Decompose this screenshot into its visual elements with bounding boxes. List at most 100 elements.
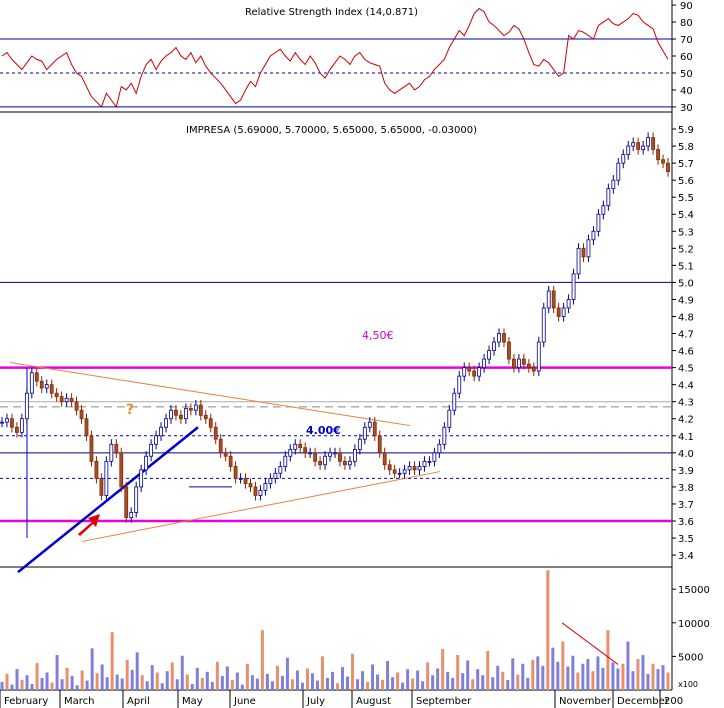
volume-bar (366, 681, 370, 690)
price-bar-body (422, 460, 427, 467)
price-tick-label: 5.5 (678, 193, 694, 204)
volume-bar (546, 570, 550, 690)
volume-bar (376, 674, 380, 690)
price-bar-body (179, 414, 183, 420)
volume-bar (346, 676, 350, 690)
price-bar-body (89, 435, 94, 462)
volume-bar (135, 652, 139, 690)
price-panel: 3.4 3.5 3.6 3.7 3.8 3.9 4.0 4.1 4.2 4.3 4.4 4.5 4.6 4… (0, 125, 694, 574)
price-tick-label: 5.9 (678, 125, 694, 136)
price-bar-body (69, 397, 74, 403)
volume-bar (325, 677, 329, 690)
volume-bar (80, 670, 84, 690)
price-bar-body (507, 341, 511, 360)
price-bar-body (467, 367, 472, 372)
volume-bar (551, 647, 555, 690)
volume-bar (591, 671, 595, 690)
volume-bar (476, 669, 480, 690)
price-bar-body (79, 409, 84, 420)
price-bar-body (343, 460, 347, 466)
volume-bar (361, 671, 365, 690)
volume-bar (175, 679, 179, 690)
rsi-tick-label: 60 (680, 52, 693, 63)
price-bar-body (646, 137, 651, 147)
price-bar-body (432, 452, 437, 462)
price-bar-body (243, 477, 248, 484)
volume-bar (305, 668, 309, 690)
volume-bar (260, 630, 264, 690)
volume-bar (280, 675, 284, 690)
volume-bar (456, 655, 460, 690)
month-label: August (356, 696, 391, 707)
rsi-tick-label: 80 (680, 18, 693, 29)
price-bar-body (521, 358, 526, 365)
price-bar-body (586, 239, 591, 258)
price-bar-body (174, 409, 178, 416)
price-tick-label: 4.2 (678, 415, 694, 426)
volume-bar (641, 655, 645, 690)
volume-bar (130, 669, 134, 690)
volume-bar (501, 671, 505, 690)
price-tick-label: 5.1 (678, 261, 694, 272)
volume-bar (250, 675, 254, 690)
price-tick-label: 3.7 (678, 500, 694, 511)
volume-bar (230, 679, 234, 690)
volume-bar (596, 656, 600, 690)
price-bar-body (29, 372, 34, 394)
price-tick-label: 5.4 (678, 210, 694, 221)
rsi-tick-label: 30 (680, 103, 693, 114)
price-bar-body (124, 486, 129, 518)
volume-bar (411, 678, 415, 690)
price-bar-body (616, 162, 621, 181)
volume-bar (300, 682, 304, 690)
price-bar-body (253, 486, 258, 496)
volume-bar (586, 659, 590, 690)
price-bar-body (0, 421, 4, 424)
price-bar-body (278, 466, 283, 474)
volume-bar (396, 672, 400, 690)
price-bar-body (462, 367, 467, 377)
price-bar-body (5, 418, 9, 423)
price-bar-body (84, 418, 89, 437)
volume-bar (601, 667, 605, 690)
rsi-tick-label: 50 (680, 69, 693, 80)
price-bar-body (303, 447, 308, 454)
price-bar-body (109, 443, 114, 462)
volume-bar (255, 678, 259, 690)
volume-bar (436, 668, 440, 690)
volume-bar (571, 655, 575, 690)
volume-bar (310, 673, 314, 690)
price-tick-label: 4.7 (678, 330, 694, 341)
price-bar-body (487, 350, 491, 360)
price-bar-body (412, 466, 417, 471)
volume-bar (381, 679, 385, 690)
price-bar-body (104, 460, 109, 496)
price-bar-body (129, 512, 134, 518)
price-bar-body (154, 435, 158, 445)
price-bar-body (193, 404, 198, 411)
volume-bar (115, 674, 119, 690)
price-tick-label: 4.5 (678, 364, 694, 375)
price-bar-body (74, 401, 79, 411)
volume-bar (666, 672, 670, 690)
volume-bar (150, 665, 154, 690)
price-bar-body (213, 426, 218, 440)
price-bar-body (54, 392, 59, 397)
price-bar-body (203, 414, 208, 420)
price-title: IMPRESA (5.69000, 5.70000, 5.65000, 5.65… (186, 125, 477, 136)
volume-bar (536, 656, 540, 690)
price-bar-body (99, 477, 104, 496)
price-bar-body (248, 483, 253, 488)
price-bar-body (576, 247, 581, 275)
price-bar-body (352, 449, 357, 462)
volume-bar (356, 679, 360, 690)
price-bar-body (119, 452, 124, 488)
price-bar-body (407, 466, 412, 471)
price-tick-label: 4.9 (678, 295, 694, 306)
volume-bar (125, 659, 129, 690)
volume-bar (185, 674, 189, 690)
price-bar-body (94, 460, 99, 479)
volume-bar (330, 671, 334, 690)
price-bar-body (437, 443, 442, 454)
price-tick-label: 3.8 (678, 483, 694, 494)
